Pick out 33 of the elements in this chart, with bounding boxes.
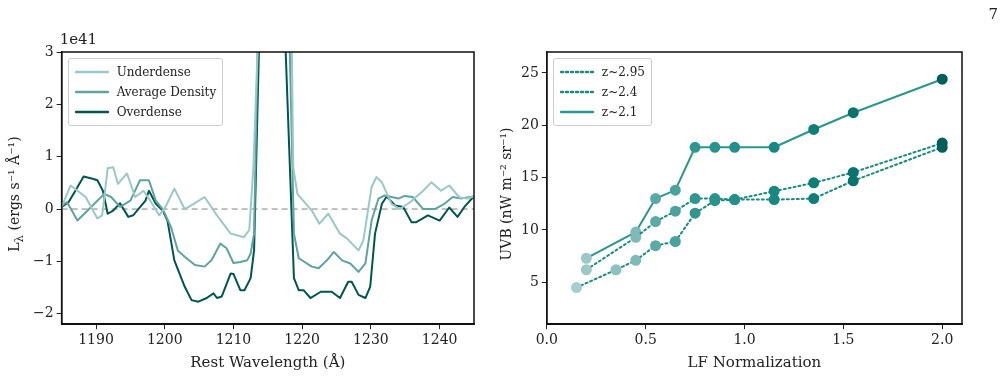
x-tick-label: 1190 <box>78 331 114 348</box>
y-tick-label: 1 <box>44 147 54 164</box>
y-tick-label: −2 <box>33 304 54 321</box>
x-tick-label: 1220 <box>284 331 320 348</box>
x-axis-title: LF Normalization <box>687 352 822 371</box>
x-axis-title: Rest Wavelength (Å) <box>190 352 346 371</box>
legend-label: Overdense <box>116 104 182 121</box>
x-tick-label: 1230 <box>353 331 389 348</box>
x-tick-label: 0.5 <box>634 331 657 348</box>
y-tick-label: 25 <box>520 63 539 80</box>
y-tick-label: 20 <box>520 115 539 132</box>
x-tick-label: 2.0 <box>931 331 954 348</box>
y-tick-label: 2 <box>44 94 54 111</box>
legend-label: Average Density <box>116 84 217 101</box>
text: 7 <box>988 5 998 24</box>
legend-label: Underdense <box>116 64 191 81</box>
text: 1e41 <box>59 30 98 49</box>
y-tick-label: 5 <box>529 272 539 289</box>
x-tick-label: 1210 <box>215 331 252 348</box>
x-tick-label: 1240 <box>421 331 458 348</box>
y-tick-label: 15 <box>520 168 539 185</box>
y-tick-label: 10 <box>520 220 539 237</box>
y-tick-label: 0 <box>44 199 54 216</box>
x-tick-label: 1.0 <box>733 331 756 348</box>
legend-label: z~2.4 <box>601 84 638 101</box>
x-tick-label: 0.0 <box>535 331 558 348</box>
x-tick-label: 1.5 <box>832 331 855 348</box>
y-tick-label: 3 <box>44 42 54 59</box>
legend-label: z~2.1 <box>601 104 638 121</box>
y-axis-title: UVB (nW m⁻² sr⁻¹) <box>498 127 514 261</box>
x-tick-label: 1200 <box>146 331 183 348</box>
y-tick-label: −1 <box>33 252 54 269</box>
legend-label: z~2.95 <box>601 64 645 81</box>
